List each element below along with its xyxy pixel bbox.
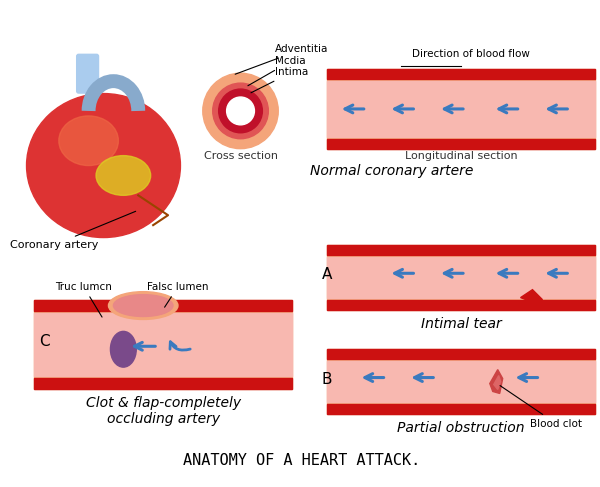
Bar <box>327 349 595 359</box>
Bar <box>327 361 595 402</box>
Text: Longitudinal section: Longitudinal section <box>404 150 517 161</box>
Text: A: A <box>322 267 332 282</box>
Bar <box>327 69 595 79</box>
Circle shape <box>213 83 268 139</box>
Text: Truc lumcn: Truc lumcn <box>55 281 112 317</box>
Bar <box>327 300 595 310</box>
Bar <box>327 69 595 149</box>
Bar <box>327 257 595 298</box>
Text: Intimal tear: Intimal tear <box>421 318 502 332</box>
Bar <box>327 245 595 310</box>
Text: Cross section: Cross section <box>203 150 278 161</box>
Ellipse shape <box>26 94 181 238</box>
Text: B: B <box>322 372 332 387</box>
Ellipse shape <box>96 156 151 195</box>
Ellipse shape <box>109 292 178 319</box>
Text: Falsc lumen: Falsc lumen <box>147 281 209 307</box>
Text: Clot & flap-completely
occluding artery: Clot & flap-completely occluding artery <box>86 396 241 426</box>
Ellipse shape <box>113 295 173 317</box>
Bar <box>34 378 292 389</box>
Text: C: C <box>39 334 50 349</box>
Polygon shape <box>521 290 542 303</box>
Text: Intima: Intima <box>251 67 308 93</box>
Circle shape <box>227 97 254 125</box>
Polygon shape <box>490 370 503 393</box>
FancyBboxPatch shape <box>77 55 98 93</box>
Circle shape <box>218 89 262 133</box>
Text: Mcdia: Mcdia <box>248 56 306 86</box>
Bar <box>327 404 595 414</box>
Circle shape <box>203 73 278 149</box>
Text: Normal coronary artere: Normal coronary artere <box>310 164 473 178</box>
Text: Blood clot: Blood clot <box>500 386 583 429</box>
Text: Coronary artery: Coronary artery <box>10 211 136 250</box>
Polygon shape <box>494 375 500 390</box>
Ellipse shape <box>59 116 118 166</box>
Bar <box>327 245 595 255</box>
Ellipse shape <box>110 331 136 367</box>
Bar <box>34 300 292 389</box>
Text: ANATOMY OF A HEART ATTACK.: ANATOMY OF A HEART ATTACK. <box>184 453 421 468</box>
Bar <box>34 300 292 311</box>
Bar <box>327 81 595 137</box>
Bar <box>327 349 595 414</box>
Bar <box>34 313 292 376</box>
Text: Partial obstruction: Partial obstruction <box>397 421 525 435</box>
Bar <box>327 139 595 149</box>
Text: Direction of blood flow: Direction of blood flow <box>412 49 530 59</box>
Text: Adventitia: Adventitia <box>235 44 329 74</box>
